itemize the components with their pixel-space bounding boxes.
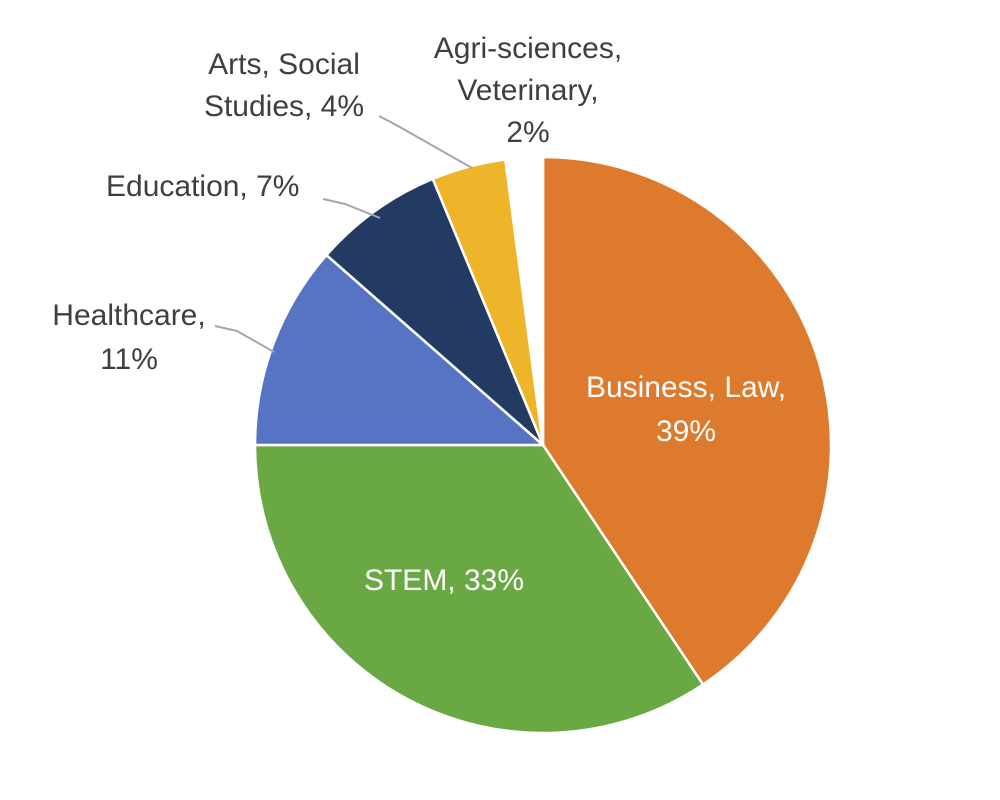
label-business-law: Business, Law, 39% (585, 371, 787, 448)
leader-line-arts (378, 115, 473, 169)
pie-slice-education (325, 177, 545, 447)
leader-line-healthcare (214, 325, 275, 353)
label-agri-sciences-veterinary: Agri-sciences, Veterinary, 2% (433, 32, 623, 149)
pie-slice-stem (253, 443, 705, 735)
label-education: Education, 7% (106, 170, 300, 203)
label-stem: STEM, 33% (363, 564, 525, 597)
pie-slice-healthcare (253, 253, 545, 447)
pie-slice-agri-sciences-veterinary (504, 155, 545, 447)
label-arts-social-studies: Arts, Social Studies, 4% (203, 48, 365, 123)
label-healthcare: Healthcare, 11% (52, 299, 206, 376)
leader-line-education (322, 198, 381, 219)
